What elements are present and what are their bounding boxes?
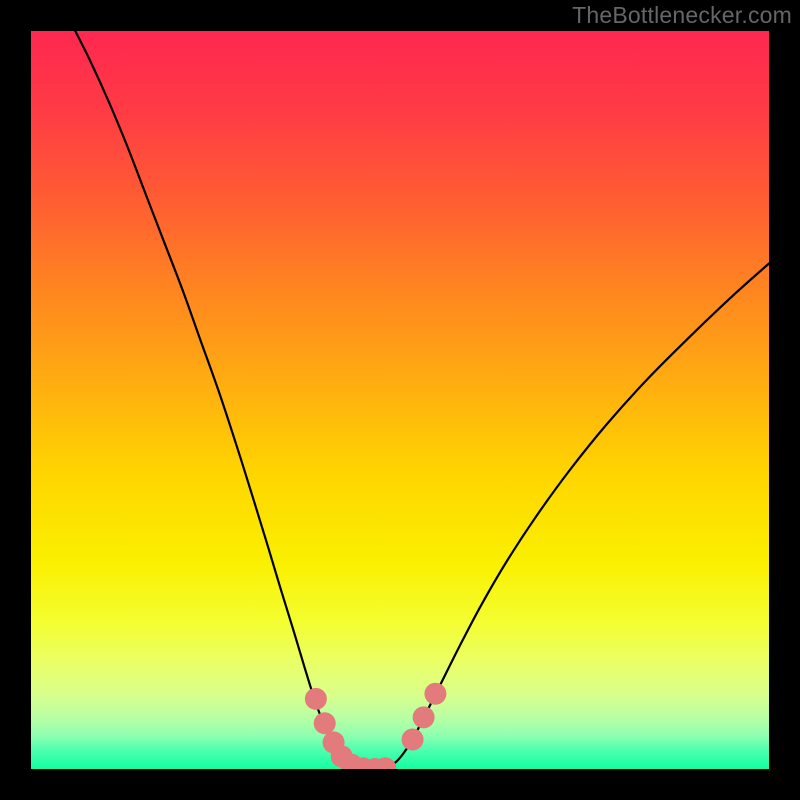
marker-dot [314,712,336,734]
chart-svg [31,31,769,769]
watermark-label: TheBottlenecker.com [572,2,792,29]
chart-stage: TheBottlenecker.com [0,0,800,800]
marker-dot [402,728,424,750]
marker-dot [413,706,435,728]
marker-dot [305,688,327,710]
plot-area [31,31,769,769]
gradient-background [31,31,769,769]
marker-dot [424,683,446,705]
